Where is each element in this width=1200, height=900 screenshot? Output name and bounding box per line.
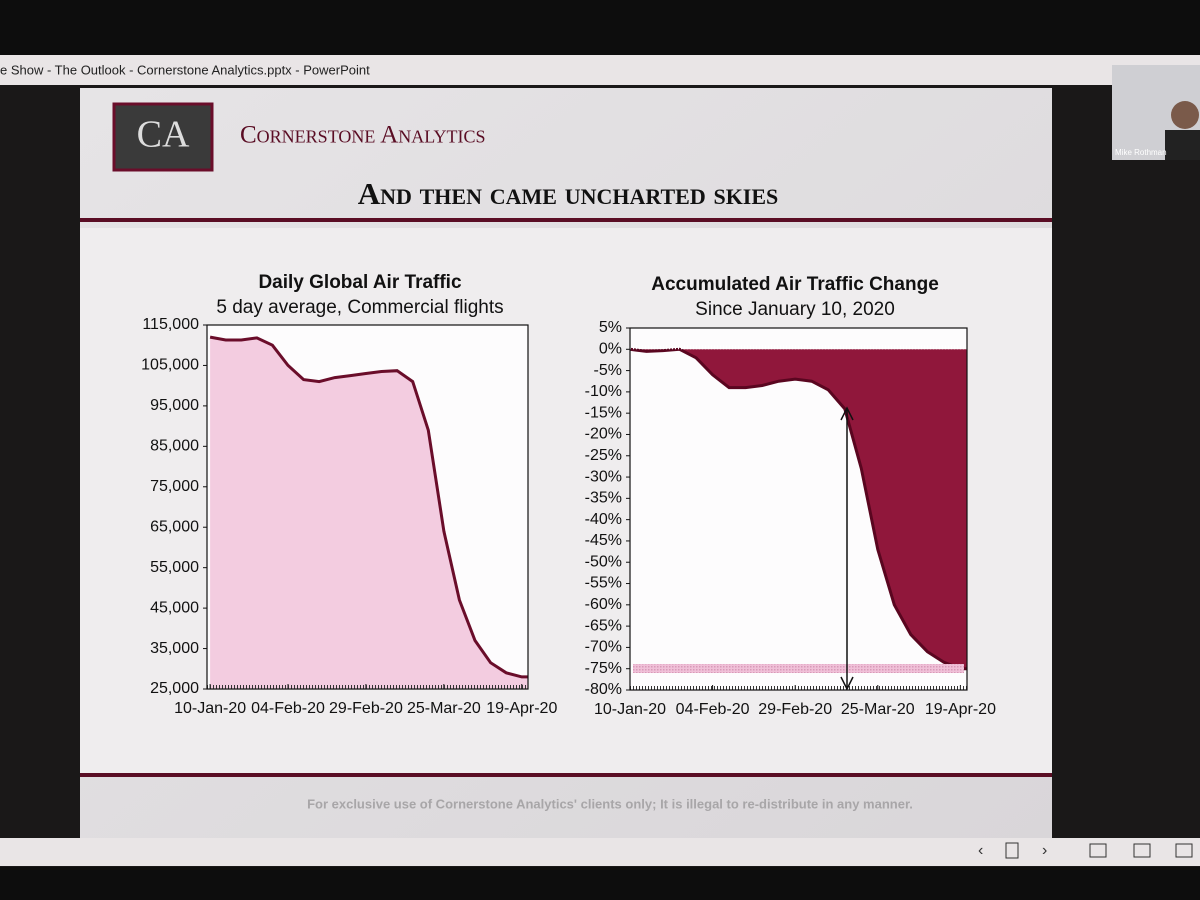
y-tick-label: -30% [585,468,622,485]
y-tick-label: -55% [585,575,622,592]
y-tick-label: -65% [585,617,622,634]
y-tick-label: 115,000 [142,316,199,333]
x-tick-label: 19-Apr-20 [925,701,996,718]
divider [80,773,1052,777]
x-tick-label: 10-Jan-20 [594,701,666,718]
x-tick-label: 29-Feb-20 [329,700,403,717]
charts: Daily Global Air Traffic 5 day average, C… [141,272,996,718]
y-tick-label: -20% [585,426,622,443]
person [1171,101,1199,129]
y-tick-label: -60% [585,596,622,613]
line [629,347,967,671]
x-tick-label: 19-Apr-20 [486,700,557,717]
y-tick-label: -40% [585,511,622,528]
band [633,664,964,673]
y-tick-label: 95,000 [150,397,199,414]
prev-button[interactable]: ‹ [978,842,983,859]
status-bar [0,838,1200,866]
area [210,337,528,689]
next-button[interactable]: › [1042,842,1047,859]
arrow-head [840,676,854,691]
plot-frame [629,327,968,691]
logo: CA [137,114,190,156]
window-title: e Show - The Outlook - Cornerstone Analy… [0,62,370,77]
grid-view-button[interactable] [1133,843,1151,858]
y-tick-label: 55,000 [150,559,199,576]
slide-sorter-button[interactable] [1005,842,1019,859]
chart-subtitle: 5 day average, Commercial flights [216,297,503,318]
arrow-head [840,406,854,421]
title-bar [0,55,1200,85]
normal-view-button[interactable] [1089,843,1107,858]
x-tick-label: 29-Feb-20 [758,701,832,718]
y-tick-label: 0% [599,341,622,358]
y-tick-label: -10% [585,383,622,400]
y-tick-label: -80% [585,681,622,698]
y-tick-label: -45% [585,532,622,549]
y-tick-label: -15% [585,404,622,421]
y-tick-label: 35,000 [150,640,199,657]
x-tick-label: 04-Feb-20 [251,700,325,717]
chart-title: Accumulated Air Traffic Change [651,274,939,295]
y-tick-label: 75,000 [150,478,199,495]
footer: For exclusive use of Cornerstone Analyti… [307,796,913,811]
brand: Cornerstone Analytics [240,122,485,149]
y-tick-label: -50% [585,553,622,570]
y-tick-label: -25% [585,447,622,464]
x-tick-label: 04-Feb-20 [676,701,750,718]
y-tick-label: -75% [585,660,622,677]
reading-view-button[interactable] [1175,843,1193,858]
y-tick-label: 105,000 [141,357,199,374]
divider [80,218,1052,222]
y-tick-label: 45,000 [150,599,199,616]
chart-subtitle: Since January 10, 2020 [695,299,895,320]
y-tick-label: 25,000 [150,680,199,697]
y-tick-label: 65,000 [150,518,199,535]
x-tick-label: 25-Mar-20 [407,700,481,717]
chart-title: Daily Global Air Traffic [258,272,462,293]
y-tick-label: -35% [585,490,622,507]
x-tick-label: 10-Jan-20 [174,700,246,717]
y-tick-label: 85,000 [150,438,199,455]
slide-title: And then came uncharted skies [358,176,779,211]
person-body [1165,130,1200,160]
y-tick-label: -70% [585,639,622,656]
x-tick-label: 25-Mar-20 [841,701,915,718]
logo-box [112,102,214,172]
plot-frame [206,324,529,690]
y-tick-label: -5% [594,362,622,379]
y-tick-label: 5% [599,319,622,336]
line [209,335,528,679]
area [630,349,967,669]
participant-name: Mike Rothman [1115,148,1167,157]
